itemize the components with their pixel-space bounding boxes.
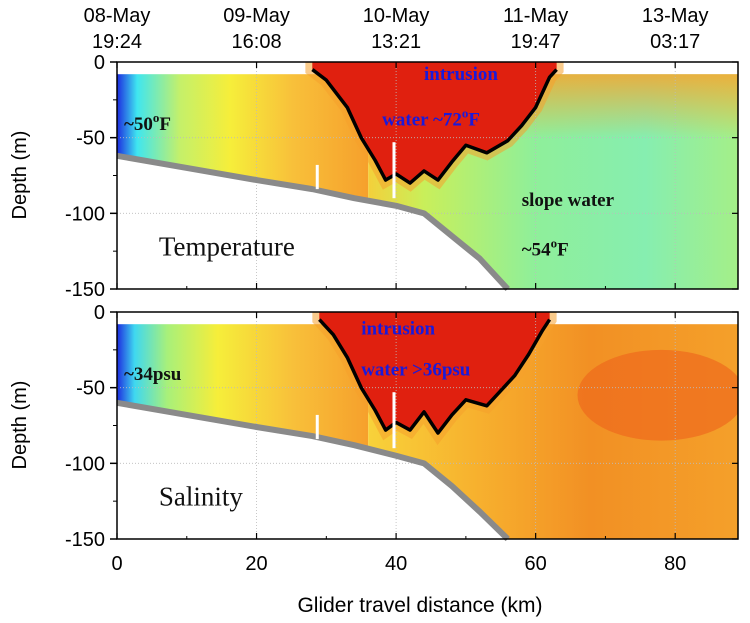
panel-title: Temperature	[159, 232, 295, 262]
ylabel-salinity: Depth (m)	[9, 381, 31, 470]
top-time-label: 13:21	[371, 31, 421, 53]
x-tick-label: 0	[111, 553, 122, 575]
annotation-label: water >36psu	[361, 360, 471, 381]
panel-title: Salinity	[159, 482, 244, 512]
ylabel-temperature: Depth (m)	[9, 131, 31, 220]
y-tick-label: -100	[65, 203, 105, 225]
top-time-label: 19:47	[511, 31, 561, 53]
y-tick-label: -150	[65, 529, 105, 551]
top-time-label: 03:17	[650, 31, 700, 53]
top-date-axis: 08-May 19:24 09-May 16:08 10-May 13:21 11-May 1…	[84, 5, 709, 53]
x-axis-labels: 0 20 40 60 80	[111, 553, 686, 575]
annotation-label: slope water	[522, 190, 615, 211]
top-date-label: 10-May	[363, 5, 430, 27]
y-tick-label: 0	[94, 52, 105, 74]
y-tick-label: -150	[65, 279, 105, 301]
seabed-fill	[117, 155, 508, 289]
top-date-label: 09-May	[223, 5, 290, 27]
top-date-label: 11-May	[503, 5, 568, 27]
annotation-label: ~54oF	[522, 236, 569, 261]
top-time-label: 19:24	[92, 31, 142, 53]
top-date-label: 08-May	[84, 5, 151, 27]
x-tick-label: 80	[664, 553, 686, 575]
y-tick-label: -50	[76, 378, 105, 400]
annotation-label: intrusion	[424, 64, 498, 85]
intrusion-core-fill	[312, 62, 557, 184]
temperature-grid	[117, 62, 738, 289]
salinity-panel: 0 -50 -100 -150 intrusion water >36psu ~34psu…	[65, 302, 739, 551]
x-tick-label: 20	[245, 553, 267, 575]
annotation-label: intrusion	[361, 319, 435, 340]
seafloor-line	[116, 152, 510, 292]
x-tick-label: 60	[525, 553, 547, 575]
seafloor-line	[116, 399, 510, 542]
x-axis-title: Glider travel distance (km)	[297, 594, 542, 617]
y-tick-label: 0	[94, 302, 105, 324]
intrusion-contour	[318, 318, 552, 435]
x-tick-label: 40	[385, 553, 407, 575]
intrusion-core-fill	[319, 312, 550, 434]
intrusion-contour	[311, 68, 558, 185]
field-high-salinity-patch	[577, 349, 738, 441]
seabed-fill	[117, 402, 508, 539]
salinity-grid	[117, 312, 738, 539]
y-tick-label: -50	[76, 128, 105, 150]
top-time-label: 16:08	[232, 31, 282, 53]
annotation-label: ~34psu	[124, 364, 182, 385]
salinity-y-axis: 0 -50 -100 -150	[65, 302, 738, 551]
top-date-label: 13-May	[642, 5, 709, 27]
annotation-label: ~50oF	[124, 110, 171, 135]
temperature-y-axis: 0 -50 -100 -150	[65, 52, 738, 301]
y-tick-label: -100	[65, 453, 105, 475]
